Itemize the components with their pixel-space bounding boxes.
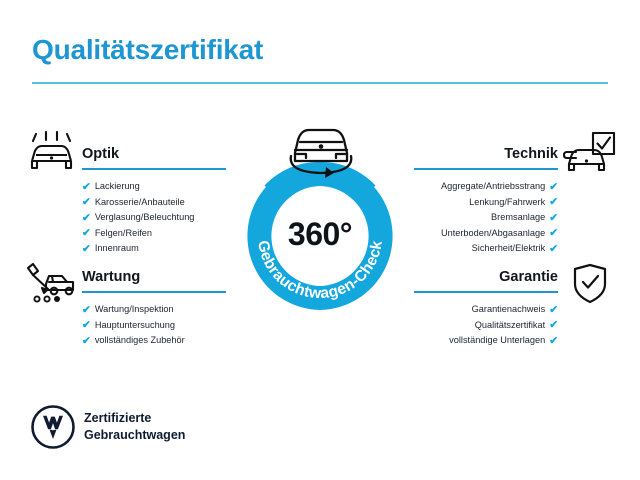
- list-item: ✔ Wartung/Inspektion: [82, 302, 226, 318]
- service-pen-car-icon: [22, 262, 80, 311]
- vw-logo: [30, 404, 76, 455]
- list-item-label: vollständige Unterlagen: [449, 335, 546, 346]
- list-item: ✔ Verglasung/Beleuchtung: [82, 210, 226, 226]
- check-icon: ✔: [82, 180, 91, 193]
- check-icon: ✔: [549, 303, 558, 316]
- check-icon: ✔: [82, 242, 91, 255]
- check-icon: ✔: [82, 227, 91, 240]
- list-item-label: vollständiges Zubehör: [94, 335, 185, 346]
- checklist-garantie: Garantienachweis ✔ Qualitätszertifikat ✔…: [414, 302, 558, 349]
- page-title: Qualitätszertifikat: [32, 34, 264, 65]
- badge-center-label: 360°: [287, 215, 353, 252]
- list-item: Sicherheit/Elektrik ✔: [414, 241, 558, 257]
- section-divider-wartung: [82, 291, 226, 293]
- checklist-wartung: ✔ Wartung/Inspektion ✔ Hauptuntersuchung…: [82, 302, 226, 349]
- shield-check-icon: [570, 262, 610, 311]
- section-optik: Optik ✔ Lackierung ✔ Karosserie/Anbautei…: [82, 145, 226, 257]
- check-icon: ✔: [549, 242, 558, 255]
- section-heading-garantie: Garantie: [499, 269, 558, 285]
- car-shine-icon: [24, 130, 80, 180]
- checklist-optik: ✔ Lackierung ✔ Karosserie/Anbauteile ✔ V…: [82, 179, 226, 257]
- check-icon: ✔: [82, 211, 91, 224]
- list-item: ✔ vollständiges Zubehör: [82, 333, 226, 349]
- footer-line-1: Zertifizierte: [84, 411, 152, 425]
- check-icon: ✔: [82, 334, 91, 347]
- list-item: Lenkung/Fahrwerk ✔: [414, 195, 558, 211]
- car-rotate-icon: [289, 128, 353, 178]
- list-item-label: Karosserie/Anbauteile: [94, 196, 185, 207]
- list-item-label: Felgen/Reifen: [94, 227, 153, 238]
- check-icon: ✔: [82, 196, 91, 209]
- list-item: ✔ Karosserie/Anbauteile: [82, 195, 226, 211]
- section-heading-technik: Technik: [504, 146, 558, 162]
- checklist-technik: Aggregate/Antriebsstrang ✔ Lenkung/Fahrw…: [414, 179, 558, 257]
- list-item-label: Sicherheit/Elektrik: [471, 243, 546, 254]
- section-divider-technik: [414, 168, 558, 170]
- list-item: ✔ Hauptuntersuchung: [82, 318, 226, 334]
- check-icon: ✔: [549, 334, 558, 347]
- section-garantie: Garantie Garantienachweis ✔ Qualitätszer…: [414, 268, 558, 349]
- title-divider: [32, 82, 608, 84]
- list-item: ✔ Felgen/Reifen: [82, 226, 226, 242]
- list-item: ✔ Lackierung: [82, 179, 226, 195]
- list-item: Garantienachweis ✔: [414, 302, 558, 318]
- list-item-label: Lackierung: [94, 181, 140, 191]
- list-item-label: Qualitätszertifikat: [474, 319, 546, 330]
- list-item-label: Hauptuntersuchung: [94, 319, 176, 330]
- section-divider-garantie: [414, 291, 558, 293]
- list-item-label: Verglasung/Beleuchtung: [94, 212, 195, 223]
- section-heading-wartung: Wartung: [82, 269, 141, 285]
- section-divider-optik: [82, 168, 226, 170]
- check-icon: ✔: [549, 211, 558, 224]
- list-item-label: Lenkung/Fahrwerk: [469, 196, 546, 207]
- list-item-label: Bremsanlage: [491, 212, 546, 223]
- list-item: Unterboden/Abgasanlage ✔: [414, 226, 558, 242]
- list-item-label: Aggregate/Antriebsstrang: [440, 181, 546, 191]
- check-icon: ✔: [549, 227, 558, 240]
- check-icon: ✔: [82, 303, 91, 316]
- list-item: ✔ Innenraum: [82, 241, 226, 257]
- check-icon: ✔: [82, 319, 91, 332]
- badge-ring: Gebrauchtwagen-Check: [247, 162, 393, 310]
- list-item: Qualitätszertifikat ✔: [414, 318, 558, 334]
- list-item: vollständige Unterlagen ✔: [414, 333, 558, 349]
- section-technik: Technik Aggregate/Antriebsstrang ✔ Lenku…: [414, 145, 558, 257]
- check-icon: ✔: [549, 196, 558, 209]
- badge-360-check: Gebrauchtwagen-Check 360°: [236, 128, 404, 320]
- list-item-label: Unterboden/Abgasanlage: [440, 227, 546, 238]
- check-icon: ✔: [549, 180, 558, 193]
- check-icon: ✔: [549, 319, 558, 332]
- list-item: Aggregate/Antriebsstrang ✔: [414, 179, 558, 195]
- car-checkbox-icon: [562, 130, 618, 181]
- list-item-label: Innenraum: [94, 243, 139, 254]
- section-heading-optik: Optik: [82, 146, 120, 162]
- footer-text: Zertifizierte Gebrauchtwagen: [84, 410, 185, 443]
- footer-line-2: Gebrauchtwagen: [84, 427, 186, 442]
- list-item-label: Wartung/Inspektion: [94, 304, 174, 314]
- list-item-label: Garantienachweis: [471, 304, 546, 314]
- list-item: Bremsanlage ✔: [414, 210, 558, 226]
- section-wartung: Wartung ✔ Wartung/Inspektion ✔ Hauptunte…: [82, 268, 226, 349]
